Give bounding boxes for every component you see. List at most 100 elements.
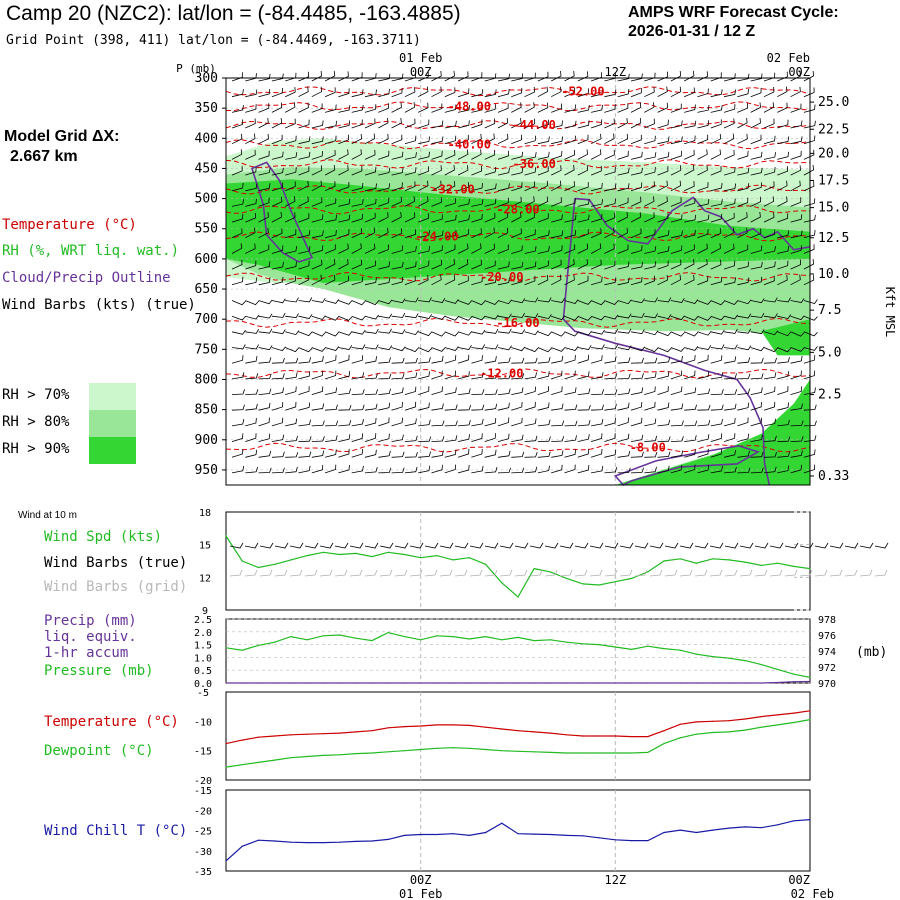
wind-barb xyxy=(617,450,631,458)
wind-barb xyxy=(258,313,273,319)
wind-barb xyxy=(444,435,458,442)
wind-barb xyxy=(657,371,670,380)
wind-barb xyxy=(457,354,470,364)
wind-barb xyxy=(657,402,670,411)
wind-barb xyxy=(790,214,803,223)
wind-barb xyxy=(590,72,602,82)
wind-barb xyxy=(285,246,298,254)
wind-speed-line-point xyxy=(728,559,730,561)
forecast-cycle: AMPS WRF Forecast Cycle: 2026-01-31 / 12… xyxy=(628,3,839,41)
wind-barb xyxy=(378,167,391,176)
wind-chill-line-point xyxy=(322,842,324,844)
wind-barb xyxy=(803,229,816,239)
wind-barb xyxy=(285,401,297,411)
wind-barb-true xyxy=(394,542,409,549)
wind-barb xyxy=(431,86,442,98)
wind-barb xyxy=(457,315,472,321)
wind-barb xyxy=(604,356,617,364)
wind-barb xyxy=(803,387,816,395)
wind-barb xyxy=(378,345,393,351)
wind-barb xyxy=(524,297,539,303)
wind-barb xyxy=(338,419,352,427)
wind-speed-line-point xyxy=(257,566,260,569)
wind-barb xyxy=(724,89,736,98)
wind-barb xyxy=(431,436,445,442)
wind-barb xyxy=(418,119,430,129)
pressure-tick-label: 950 xyxy=(195,463,218,478)
wind-barb xyxy=(750,329,765,335)
wind-barb xyxy=(258,299,273,305)
wind-barb xyxy=(537,314,552,320)
wind-barb xyxy=(497,117,509,129)
wind-barb xyxy=(324,355,337,364)
wind-barb xyxy=(285,87,296,98)
wind-barb-grid xyxy=(274,569,288,577)
wind-barb-grid xyxy=(679,569,693,577)
wind-barb xyxy=(524,118,536,129)
wind-barb xyxy=(484,183,497,192)
wind-barb xyxy=(803,120,816,129)
wind-barb xyxy=(710,89,723,98)
wind-barb xyxy=(657,86,668,98)
wind-barb xyxy=(551,331,566,337)
wind-speed-line-point xyxy=(501,582,503,584)
wind-barb-true xyxy=(619,542,634,549)
wind-barb xyxy=(511,373,525,380)
wind-barb xyxy=(364,356,378,364)
wind-barb xyxy=(351,182,364,192)
wind-barb xyxy=(723,417,736,427)
temperature-line-point xyxy=(517,730,519,732)
wind-speed-line-point xyxy=(630,577,633,580)
wind-barb xyxy=(258,328,273,334)
wind-barb xyxy=(444,120,457,129)
dewpoint-line-point xyxy=(306,755,308,758)
wind-barb xyxy=(457,464,470,474)
wind-chill-line-point xyxy=(257,839,260,841)
wind-barb xyxy=(471,433,483,442)
wind-barb xyxy=(644,401,656,411)
wind-barb xyxy=(378,357,391,364)
precip-line-point xyxy=(452,682,454,684)
wind-barb xyxy=(710,404,724,411)
wind-barb xyxy=(617,244,629,254)
wind-barbs-upper xyxy=(231,70,818,474)
wind-barb xyxy=(457,331,473,336)
wind-barb xyxy=(577,259,589,270)
wind-speed-line-point xyxy=(306,554,308,557)
wind-barb xyxy=(684,355,696,364)
top-time-label: 12Z xyxy=(604,65,626,79)
precip-line-point xyxy=(679,682,681,684)
wind-chill-line-point xyxy=(371,840,373,842)
pressure-line-point xyxy=(695,653,698,655)
wind-barb-true xyxy=(769,542,784,549)
wind-barb xyxy=(684,164,695,176)
wind-barb xyxy=(471,329,486,335)
top-time-label: 00Z xyxy=(788,65,810,79)
wind-barb xyxy=(298,371,311,380)
wind-barb xyxy=(644,357,658,364)
wind-barb xyxy=(351,329,366,335)
wind-barb xyxy=(231,213,244,223)
wind-barb xyxy=(258,167,271,176)
wind-barb-grid xyxy=(394,569,408,577)
wind-barb xyxy=(338,464,350,474)
wind-barb xyxy=(524,357,538,364)
pressure-tick-label: 972 xyxy=(818,663,836,674)
dewpoint-line-point xyxy=(533,751,535,753)
wind-barb xyxy=(245,260,257,270)
temperature-line-point xyxy=(274,735,276,737)
height-tick-label: 15.0 xyxy=(818,201,849,216)
wind-barb xyxy=(298,151,311,160)
temperature-line-point xyxy=(728,720,730,722)
wind-barb xyxy=(604,183,617,192)
wind-barb xyxy=(697,388,711,395)
wind-barb xyxy=(763,72,776,82)
wind-barb xyxy=(444,244,456,254)
wind-barb-grid xyxy=(814,569,828,577)
cross-section-frame xyxy=(225,77,811,486)
wind-barb-true xyxy=(304,542,319,549)
dewpoint-line-point xyxy=(598,752,600,754)
wind-barb xyxy=(737,402,750,411)
wind-barb xyxy=(231,165,243,176)
wind-barb xyxy=(630,467,644,474)
